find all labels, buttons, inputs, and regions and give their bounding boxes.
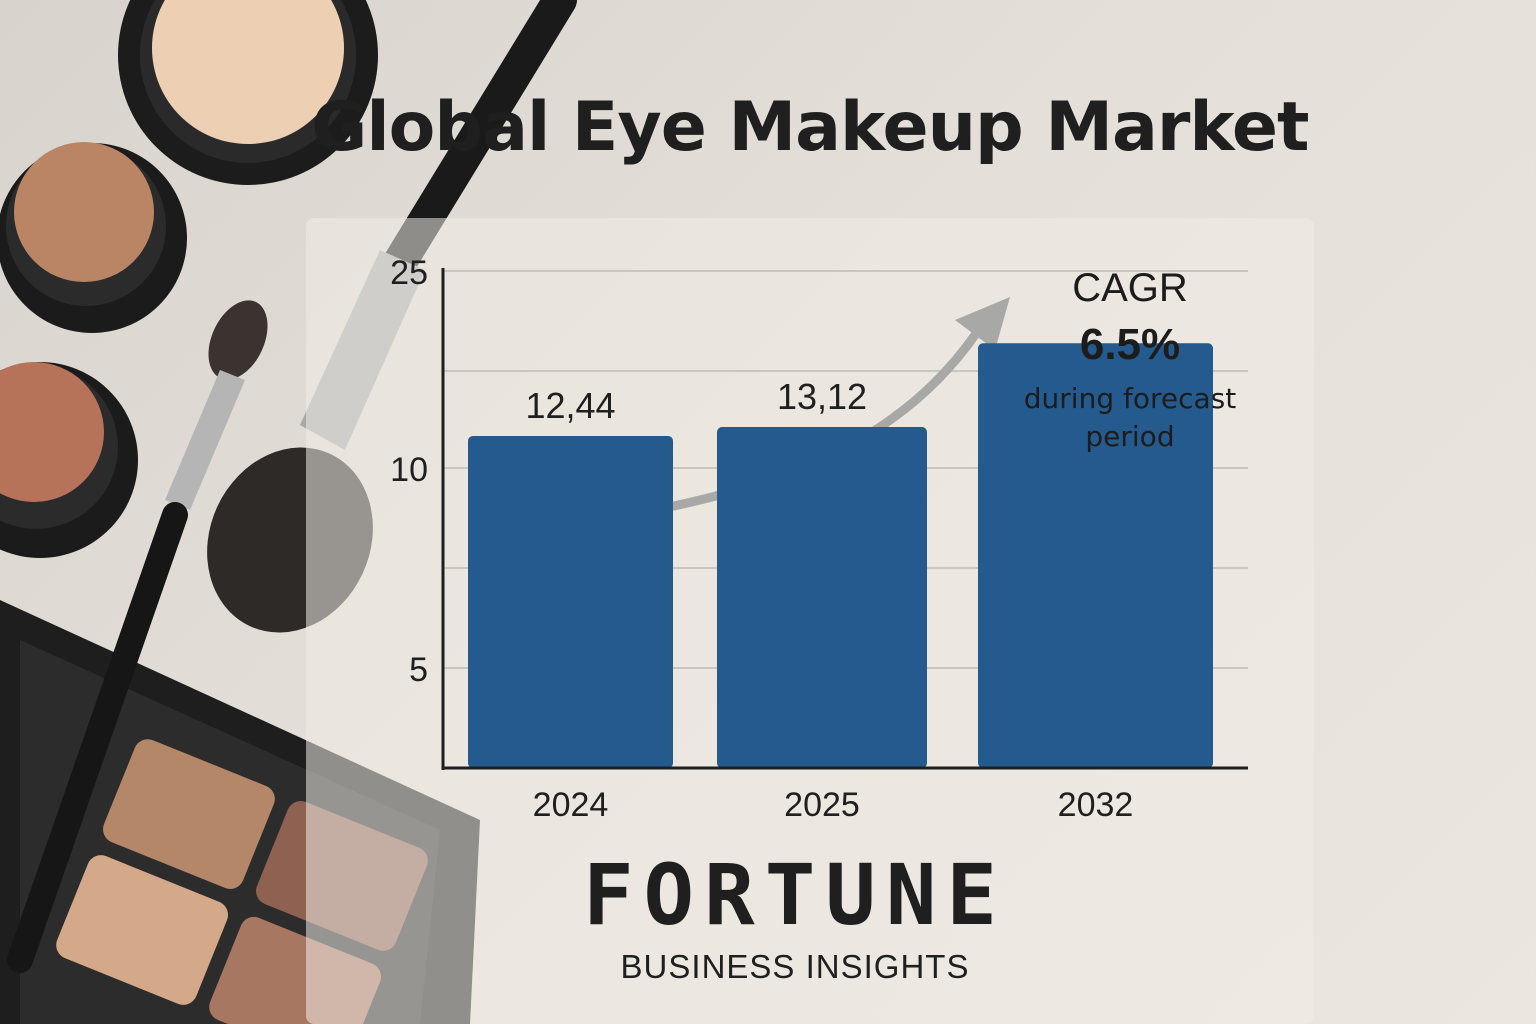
x-tick-label: 2025 bbox=[784, 786, 860, 824]
y-tick-label: 5 bbox=[409, 651, 428, 689]
bar-2025 bbox=[717, 427, 927, 768]
compact-powder-bronze bbox=[0, 142, 187, 333]
x-tick-label: 2032 bbox=[1058, 786, 1134, 824]
data-label: 13,12 bbox=[777, 376, 867, 417]
eyeshadow-brush bbox=[7, 300, 268, 973]
bar-2024 bbox=[468, 435, 673, 768]
y-tick-label: 25 bbox=[390, 254, 428, 292]
cagr-value: 6.5% bbox=[1079, 320, 1181, 369]
cagr-note: during forecast period bbox=[1023, 382, 1237, 453]
data-label: 12,44 bbox=[525, 385, 615, 426]
x-tick-label: 2024 bbox=[533, 786, 609, 824]
trend-arrow-head bbox=[955, 297, 1010, 350]
brand-logo-subtitle: BUSINESS INSIGHTS bbox=[620, 948, 970, 985]
cagr-label: CAGR bbox=[1072, 266, 1188, 310]
compact-powder-terracotta bbox=[0, 362, 138, 558]
bars bbox=[468, 343, 1213, 768]
y-tick-label: 10 bbox=[390, 451, 428, 489]
chart-title: Global Eye Makeup Market bbox=[311, 88, 1310, 167]
bar-labels: 2024 12,44 2025 13,12 2032 bbox=[525, 376, 1133, 824]
compact-powder-top bbox=[118, 0, 378, 185]
axes: 5 10 25 bbox=[390, 254, 1248, 770]
brand-logo-name: FORTUNE bbox=[582, 846, 1007, 944]
bar-2032 bbox=[978, 343, 1213, 768]
